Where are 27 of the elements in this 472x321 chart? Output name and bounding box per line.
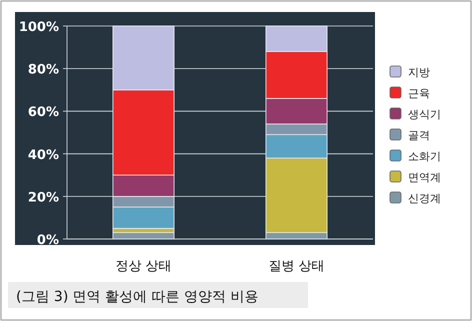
bar (266, 158, 328, 234)
legend-label: 골격 (408, 129, 430, 142)
y-tick-label: 40% (28, 148, 59, 163)
bar (112, 90, 174, 176)
y-tick-label: 60% (28, 105, 59, 120)
legend-label: 근육 (408, 87, 430, 100)
x-tick-label: 질병 상태 (268, 259, 325, 274)
legend-label: 면역계 (408, 171, 441, 184)
legend-label: 소화기 (408, 150, 441, 163)
bar (112, 26, 174, 90)
legend-label: 신경계 (408, 192, 441, 205)
bar (112, 174, 174, 197)
bar (266, 98, 328, 124)
bar (266, 124, 328, 136)
legend-label: 지방 (408, 66, 430, 79)
y-tick-label: 20% (28, 190, 59, 206)
bar (266, 26, 328, 52)
y-tick-label: 100% (18, 20, 59, 35)
bar (112, 206, 174, 229)
legend-label: 생식기 (408, 108, 441, 121)
bar (266, 51, 328, 99)
x-tick-label: 정상 상태 (115, 259, 172, 274)
bar (266, 134, 328, 158)
bar (112, 196, 174, 208)
y-tick-label: 0% (36, 233, 59, 248)
y-tick-label: 80% (28, 62, 59, 78)
text: (그림 3) 면역 활성에 따른 영양적 비용 (16, 289, 259, 305)
